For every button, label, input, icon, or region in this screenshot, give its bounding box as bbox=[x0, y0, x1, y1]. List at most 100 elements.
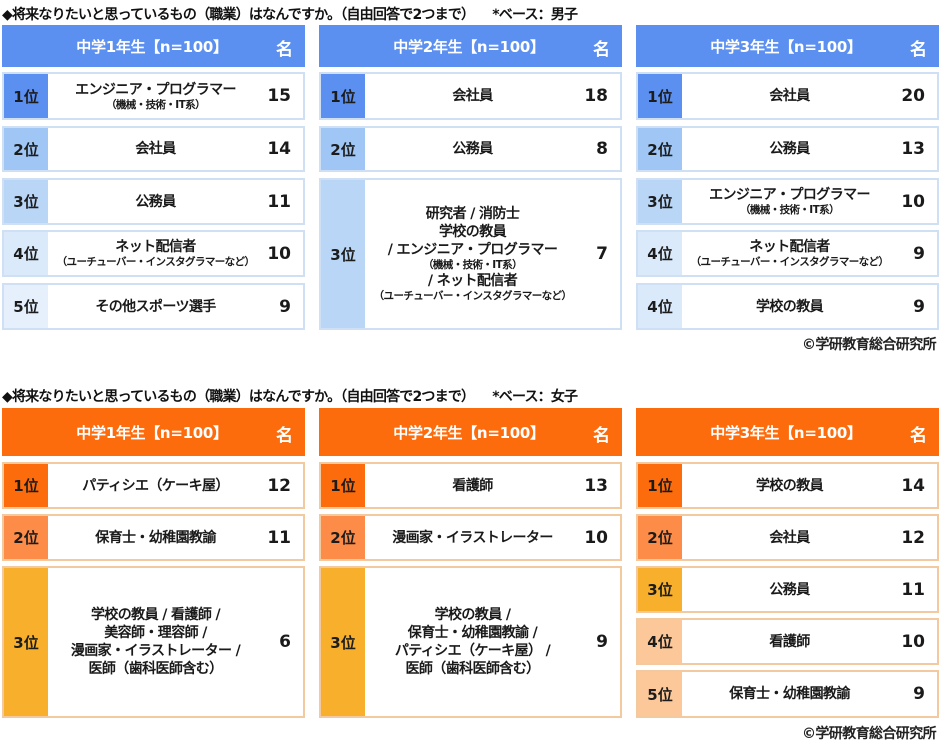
rank-badge: 2位 bbox=[321, 516, 365, 559]
panel-header: 中学2年生【n=100】 名 bbox=[319, 25, 622, 67]
count: 11 bbox=[901, 579, 925, 600]
occupation: 会社員 bbox=[769, 529, 810, 546]
rank-badge: 2位 bbox=[321, 128, 365, 170]
ranking-row: 3位 公務員 11 bbox=[2, 178, 305, 225]
ranking-row: 1位 エンジニア・プログラマー （機械・技術・IT系） 15 bbox=[2, 72, 305, 120]
count: 9 bbox=[913, 684, 925, 704]
occupation: エンジニア・プログラマー （機械・技術・IT系） bbox=[75, 81, 236, 111]
occupation: 公務員 bbox=[769, 141, 810, 157]
count: 10 bbox=[901, 631, 925, 652]
count: 14 bbox=[901, 475, 925, 496]
count: 13 bbox=[901, 139, 925, 159]
count: 15 bbox=[267, 86, 291, 106]
unit-label: 名 bbox=[276, 426, 293, 446]
ranking-row: 2位 保育士・幼稚園教諭 11 bbox=[2, 514, 305, 561]
occupation: 漫画家・イラストレーター bbox=[392, 529, 553, 546]
question-text: ◆将来なりたいと思っているもの（職業）はなんですか。（自由回答で2つまで） bbox=[2, 389, 475, 405]
rank-badge: 4位 bbox=[638, 620, 682, 663]
rank-badge: 3位 bbox=[638, 180, 682, 223]
ranking-row: 2位 会社員 14 bbox=[2, 126, 305, 172]
rank-badge: 5位 bbox=[4, 285, 48, 328]
rank-badge: 4位 bbox=[4, 232, 48, 275]
unit-label: 名 bbox=[593, 426, 610, 446]
rank-badge: 3位 bbox=[4, 180, 48, 223]
occupation: 学校の教員 bbox=[756, 298, 824, 315]
count: 9 bbox=[596, 632, 608, 652]
copyright: ©学研教育総合研究所 bbox=[802, 337, 937, 353]
count: 6 bbox=[279, 632, 291, 652]
unit-label: 名 bbox=[276, 40, 293, 60]
occupation: 学校の教員 bbox=[756, 477, 824, 494]
unit-label: 名 bbox=[910, 426, 927, 446]
ranking-row: 4位 学校の教員 9 bbox=[636, 283, 939, 330]
rank-badge: 1位 bbox=[321, 464, 365, 507]
rank-badge: 3位 bbox=[321, 568, 365, 716]
occupation: ネット配信者 （ユーチューバー・インスタグラマーなど） bbox=[690, 239, 889, 268]
rank-badge: 4位 bbox=[638, 285, 682, 328]
count: 14 bbox=[267, 139, 291, 159]
occupation: 保育士・幼稚園教諭 bbox=[95, 529, 216, 546]
occupation: エンジニア・プログラマー （機械・技術・IT系） bbox=[709, 187, 870, 216]
count: 11 bbox=[267, 527, 291, 548]
rank-badge: 1位 bbox=[321, 74, 365, 118]
boys-section-title: ◆将来なりたいと思っているもの（職業）はなんですか。（自由回答で2つまで） *ベー… bbox=[2, 4, 578, 24]
base-note: *ベース：男子 bbox=[492, 7, 578, 23]
occupation: 会社員 bbox=[769, 88, 810, 104]
occupation: 会社員 bbox=[452, 88, 493, 104]
count: 20 bbox=[901, 86, 925, 106]
rank-badge: 1位 bbox=[638, 74, 682, 118]
grade-label: 中学1年生【n=100】 bbox=[76, 424, 228, 442]
count: 10 bbox=[267, 243, 291, 264]
rank-badge: 1位 bbox=[4, 464, 48, 507]
occupation: パティシエ（ケーキ屋） bbox=[82, 477, 229, 494]
occupation: 看護師 bbox=[769, 633, 810, 650]
ranking-row: 1位 学校の教員 14 bbox=[636, 462, 939, 509]
ranking-row: 4位 看護師 10 bbox=[636, 618, 939, 665]
grade-label: 中学3年生【n=100】 bbox=[710, 424, 862, 442]
occupation: 公務員 bbox=[452, 141, 493, 157]
rank-badge: 2位 bbox=[4, 516, 48, 559]
question-text: ◆将来なりたいと思っているもの（職業）はなんですか。（自由回答で2つまで） bbox=[2, 7, 475, 23]
count: 11 bbox=[267, 191, 291, 212]
panel-header: 中学3年生【n=100】 名 bbox=[636, 25, 939, 67]
count: 18 bbox=[584, 86, 608, 106]
count: 9 bbox=[913, 243, 925, 264]
occupation: 保育士・幼稚園教諭 bbox=[729, 686, 850, 702]
grade-label: 中学2年生【n=100】 bbox=[393, 424, 545, 442]
rank-badge: 3位 bbox=[321, 180, 365, 328]
ranking-row: 1位 会社員 20 bbox=[636, 72, 939, 120]
count: 12 bbox=[901, 527, 925, 548]
occupation: 看護師 bbox=[452, 477, 493, 494]
ranking-row: 5位 保育士・幼稚園教諭 9 bbox=[636, 670, 939, 718]
panel-header: 中学2年生【n=100】 名 bbox=[319, 408, 622, 456]
ranking-row: 3位 研究者 / 消防士 学校の教員 / エンジニア・プログラマー （機械・技術… bbox=[319, 178, 622, 330]
count: 10 bbox=[584, 527, 608, 548]
base-note: *ベース：女子 bbox=[492, 389, 578, 405]
ranking-row: 2位 公務員 13 bbox=[636, 126, 939, 172]
panel-header: 中学1年生【n=100】 名 bbox=[2, 408, 305, 456]
count: 13 bbox=[584, 475, 608, 496]
grade-label: 中学1年生【n=100】 bbox=[76, 38, 228, 56]
occupation: 会社員 bbox=[135, 141, 176, 157]
count: 12 bbox=[267, 475, 291, 496]
count: 9 bbox=[913, 296, 925, 317]
grade-label: 中学2年生【n=100】 bbox=[393, 38, 545, 56]
occupation: 公務員 bbox=[135, 193, 176, 210]
ranking-row: 5位 その他スポーツ選手 9 bbox=[2, 283, 305, 330]
copyright: ©学研教育総合研究所 bbox=[802, 726, 937, 742]
occupation: その他スポーツ選手 bbox=[95, 298, 216, 315]
panel-header: 中学3年生【n=100】 名 bbox=[636, 408, 939, 456]
occupation: 学校の教員 / 看護師 / 美容師・理容師 / 漫画家・イラストレーター / 医… bbox=[70, 607, 241, 677]
ranking-row: 4位 ネット配信者 （ユーチューバー・インスタグラマーなど） 10 bbox=[2, 230, 305, 277]
count: 7 bbox=[596, 244, 608, 264]
ranking-row: 3位 公務員 11 bbox=[636, 566, 939, 613]
rank-badge: 3位 bbox=[638, 568, 682, 611]
rank-badge: 2位 bbox=[638, 516, 682, 559]
grade-label: 中学3年生【n=100】 bbox=[710, 38, 862, 56]
rank-badge: 1位 bbox=[638, 464, 682, 507]
rank-badge: 5位 bbox=[638, 672, 682, 716]
ranking-row: 1位 看護師 13 bbox=[319, 462, 622, 509]
unit-label: 名 bbox=[910, 40, 927, 60]
rank-badge: 4位 bbox=[638, 232, 682, 275]
count: 8 bbox=[596, 139, 608, 159]
